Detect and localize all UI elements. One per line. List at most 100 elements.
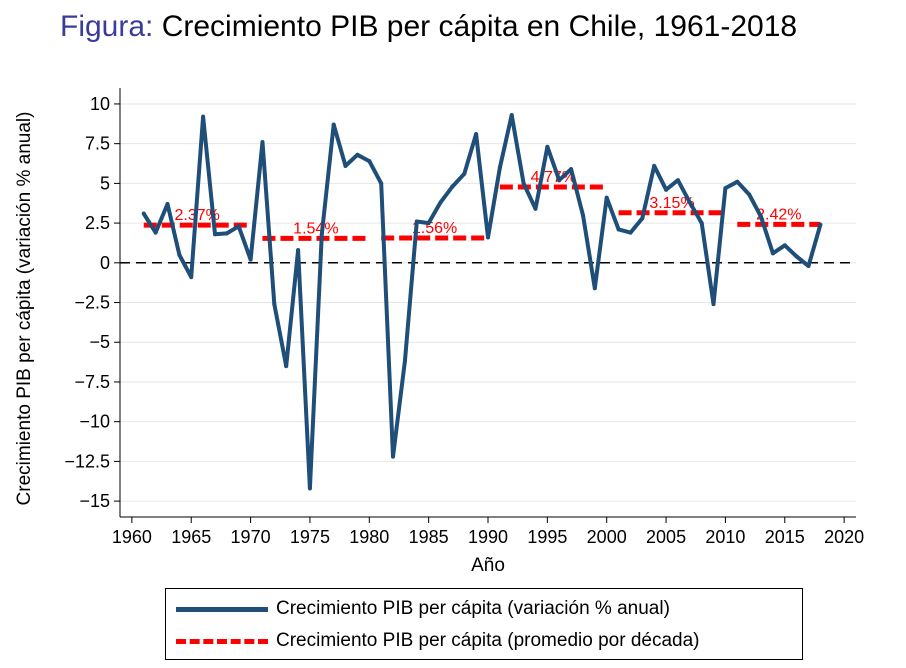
- chart-title: Figura: Crecimiento PIB per cápita en Ch…: [60, 10, 797, 44]
- data-point: [426, 221, 431, 226]
- decade-average-label: 1.54%: [293, 220, 338, 237]
- data-point: [402, 359, 407, 364]
- y-tick-label: −12.5: [64, 451, 110, 471]
- data-point: [770, 251, 775, 256]
- y-tick-label: −10: [79, 412, 110, 432]
- x-tick-label: 1995: [527, 527, 567, 547]
- y-tick-label: −5: [89, 332, 110, 352]
- x-tick-label: 2000: [587, 527, 627, 547]
- data-point: [592, 286, 597, 291]
- data-point: [521, 181, 526, 186]
- x-tick-label: 2020: [824, 527, 864, 547]
- data-point: [580, 213, 585, 218]
- data-point: [486, 235, 490, 240]
- data-point: [284, 364, 289, 369]
- data-point: [355, 152, 360, 157]
- x-tick-label: 2005: [646, 527, 686, 547]
- data-point: [545, 144, 550, 149]
- data-point: [224, 231, 229, 236]
- x-tick-label: 1960: [112, 527, 152, 547]
- data-point: [569, 167, 574, 172]
- data-point: [153, 230, 158, 235]
- data-point: [818, 222, 823, 227]
- data-point: [414, 219, 419, 224]
- data-point: [165, 202, 170, 207]
- y-tick-label: 2.5: [85, 213, 110, 233]
- data-point: [212, 232, 217, 237]
- data-point: [497, 165, 502, 170]
- x-tick-label: 1975: [290, 527, 330, 547]
- data-point: [391, 454, 396, 459]
- data-point: [652, 163, 657, 168]
- data-point: [177, 252, 182, 257]
- chart-svg: 2.37%1.54% 1.56%4.77%3.15%2.42% 107.552.5…: [14, 88, 864, 576]
- x-tick-label: 1985: [409, 527, 449, 547]
- data-point: [711, 302, 716, 307]
- data-point: [319, 232, 324, 237]
- data-point: [248, 257, 253, 262]
- data-point: [236, 224, 241, 229]
- data-point: [675, 178, 680, 183]
- x-axis-label: Año: [471, 555, 505, 576]
- legend-swatch-dashed: [176, 639, 268, 644]
- data-point: [367, 159, 372, 164]
- y-axis-label: Crecimiento PIB per cápita (variación % …: [14, 112, 35, 506]
- y-tick-label: 10: [90, 94, 110, 114]
- data-point: [747, 192, 752, 197]
- data-point: [509, 113, 514, 118]
- legend-swatch-solid: [176, 607, 268, 612]
- data-point: [379, 181, 384, 186]
- data-point: [640, 216, 645, 221]
- x-tick-label: 1990: [468, 527, 508, 547]
- legend: Crecimiento PIB per cápita (variación % …: [165, 588, 803, 660]
- decade-average-label: 2.42%: [756, 206, 801, 223]
- data-point: [794, 254, 799, 259]
- data-point: [260, 140, 265, 145]
- y-tick-label: −15: [79, 491, 110, 511]
- y-tick-label: 0: [100, 253, 110, 273]
- decade-average-label: 3.15%: [649, 195, 694, 212]
- data-point: [141, 211, 146, 216]
- legend-label-decade-average: Crecimiento PIB per cápita (promedio por…: [276, 630, 700, 651]
- x-tick-label: 2010: [705, 527, 745, 547]
- x-tick-label: 2015: [765, 527, 805, 547]
- data-point: [628, 230, 633, 235]
- title-prefix: Figura:: [60, 10, 154, 43]
- grid-lines: [120, 103, 856, 502]
- y-tick-label: 5: [100, 173, 110, 193]
- x-tick-label: 1980: [349, 527, 389, 547]
- data-point: [201, 114, 206, 119]
- gdp-growth-series-line: [142, 113, 823, 491]
- legend-item-decade-average: Crecimiento PIB per cápita (promedio por…: [166, 625, 802, 655]
- data-point: [438, 200, 443, 205]
- data-point: [699, 221, 704, 226]
- data-point: [474, 132, 479, 137]
- data-point: [782, 243, 787, 248]
- x-tick-label: 1970: [231, 527, 271, 547]
- data-point: [307, 486, 312, 491]
- data-point: [296, 248, 301, 253]
- data-point: [331, 122, 336, 127]
- data-point: [533, 206, 538, 211]
- data-point: [343, 163, 348, 168]
- data-point: [557, 178, 562, 183]
- y-tick-label: −2.5: [74, 293, 110, 313]
- data-point: [806, 263, 811, 268]
- data-point: [462, 171, 467, 176]
- data-point: [450, 184, 455, 189]
- legend-item-annual: Crecimiento PIB per cápita (variación % …: [166, 593, 802, 623]
- data-point: [735, 179, 740, 184]
- y-tick-label: 7.5: [85, 134, 110, 154]
- data-point: [664, 187, 669, 192]
- x-tick-label: 1965: [171, 527, 211, 547]
- legend-label-annual: Crecimiento PIB per cápita (variación % …: [276, 598, 670, 619]
- data-point: [759, 214, 764, 219]
- data-point: [604, 195, 609, 200]
- data-point: [189, 275, 194, 280]
- y-tick-label: −7.5: [74, 372, 110, 392]
- data-point: [272, 302, 277, 307]
- data-point: [723, 186, 728, 191]
- title-text: Crecimiento PIB per cápita en Chile, 196…: [153, 10, 798, 43]
- data-point: [616, 227, 621, 232]
